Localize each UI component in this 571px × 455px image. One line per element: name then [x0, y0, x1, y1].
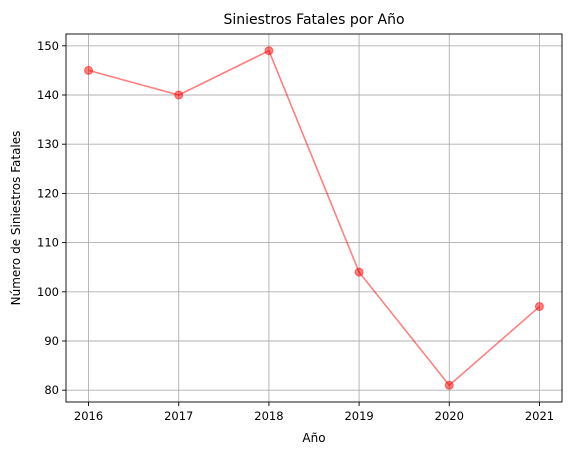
- x-tick-label: 2016: [74, 409, 103, 423]
- x-tick-label: 2018: [254, 409, 283, 423]
- y-tick-label: 80: [44, 383, 59, 397]
- x-tick-label: 2021: [525, 409, 554, 423]
- y-tick-label: 130: [37, 137, 59, 151]
- data-point: [534, 302, 544, 312]
- data-point: [84, 65, 94, 75]
- data-point: [174, 90, 184, 100]
- y-axis: 80 90 100 110 120 130 140 150: [37, 39, 66, 397]
- y-tick-label: 90: [44, 334, 59, 348]
- y-tick-label: 120: [37, 186, 59, 200]
- y-tick-label: 100: [37, 285, 59, 299]
- y-tick-label: 150: [37, 39, 59, 53]
- y-axis-label: Número de Siniestros Fatales: [9, 131, 23, 306]
- chart-title: Siniestros Fatales por Año: [223, 12, 404, 28]
- x-tick-label: 2017: [164, 409, 193, 423]
- y-tick-label: 110: [37, 236, 59, 250]
- series: [84, 46, 544, 390]
- y-tick-label: 140: [37, 88, 59, 102]
- x-tick-label: 2020: [435, 409, 464, 423]
- data-point: [264, 46, 274, 56]
- data-point: [444, 380, 454, 390]
- series-line: [88, 49, 540, 387]
- x-tick-label: 2019: [344, 409, 373, 423]
- plot-frame: [65, 33, 563, 403]
- grid-lines: [66, 34, 562, 402]
- x-axis: 2016 2017 2018 2019 2020 2021: [74, 402, 554, 423]
- data-point: [354, 267, 364, 277]
- x-axis-label: Año: [302, 431, 325, 445]
